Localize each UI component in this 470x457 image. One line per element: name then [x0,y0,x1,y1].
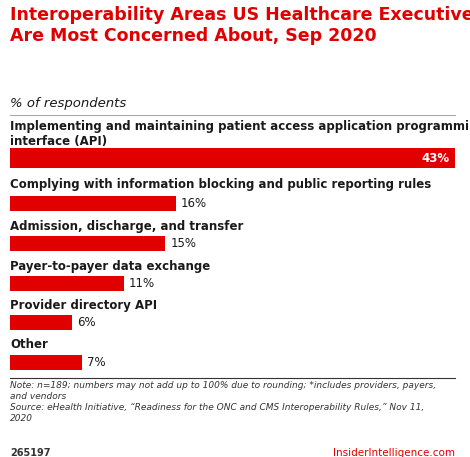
Text: InsiderIntelligence.com: InsiderIntelligence.com [333,448,455,457]
Text: Other: Other [10,338,48,351]
Bar [10,236,165,251]
Text: Provider directory API: Provider directory API [10,299,157,312]
Bar [10,276,124,291]
Text: % of respondents: % of respondents [10,97,126,110]
Text: 43%: 43% [422,152,450,165]
Text: 16%: 16% [180,197,207,210]
Text: 6%: 6% [77,316,96,329]
Text: 15%: 15% [170,237,196,250]
Text: 7%: 7% [87,356,106,369]
Bar [10,315,72,330]
Text: Interoperability Areas US Healthcare Executives*
Are Most Concerned About, Sep 2: Interoperability Areas US Healthcare Exe… [10,6,470,45]
Bar [10,148,455,168]
Text: Implementing and maintaining patient access application programming
interface (A: Implementing and maintaining patient acc… [10,120,470,148]
Text: Admission, discharge, and transfer: Admission, discharge, and transfer [10,220,243,233]
Text: Note: n=189; numbers may not add up to 100% due to rounding; *includes providers: Note: n=189; numbers may not add up to 1… [10,381,436,423]
Text: Payer-to-payer data exchange: Payer-to-payer data exchange [10,260,210,273]
Bar [10,196,176,211]
Text: 11%: 11% [129,277,155,290]
Bar [10,355,82,370]
Text: 265197: 265197 [10,448,50,457]
Text: Complying with information blocking and public reporting rules: Complying with information blocking and … [10,178,431,191]
